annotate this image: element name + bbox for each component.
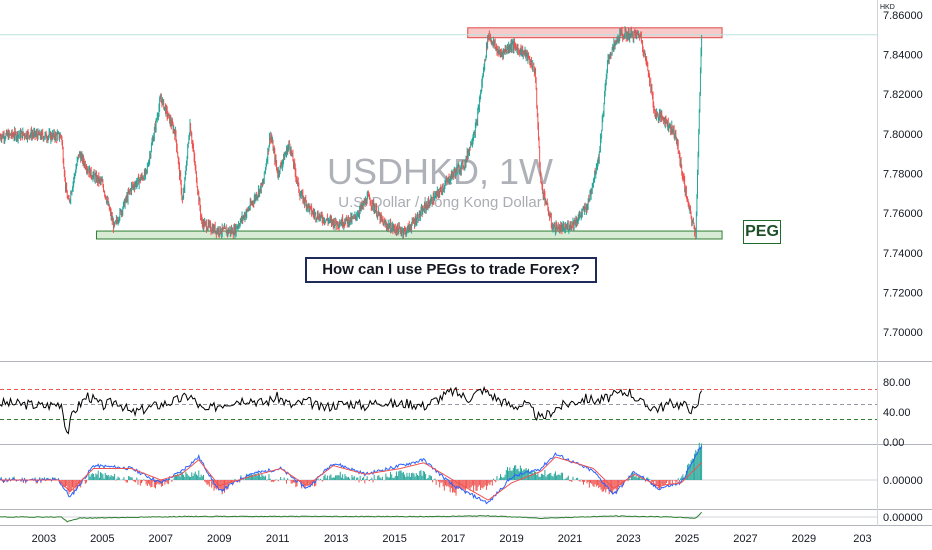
time-tick-label: 2021 [558,533,582,545]
time-tick-label: 2007 [149,533,173,545]
time-tick-label: 2023 [616,533,640,545]
currency-label: HKD [880,4,895,11]
time-tick-label: 2013 [324,533,348,545]
time-tick-label: 2011 [266,533,290,545]
price-tick-label: 7.72000 [883,288,923,300]
price-tick-label: 7.78000 [883,169,923,181]
macd-tick-label: 0.00000 [883,475,923,487]
price-tick-label: 7.74000 [883,248,923,260]
upper-zone-rect [467,27,723,39]
price-layer [0,26,703,240]
zones-layer [0,27,877,240]
rsi-tick-label: 80.00 [883,377,911,389]
price-tick-label: 7.86000 [883,10,923,22]
third-layer [0,511,877,523]
time-tick-label: 2005 [90,533,114,545]
time-tick-label: 2003 [32,533,56,545]
peg-label: PEG [743,220,781,244]
axes-layer: 7.86000 7.84000 7.82000 7.80000 7.78000 7.760… [32,10,923,545]
symbol-description: U.S. Dollar / Hong Kong Dollar [338,194,541,211]
time-tick-label: 2009 [207,533,231,545]
time-tick-label: 2015 [382,533,406,545]
time-tick-label: 2019 [499,533,523,545]
time-tick-label: 2029 [792,533,816,545]
price-tick-label: 7.82000 [883,89,923,101]
rsi-layer [0,385,877,435]
signal-line [0,456,702,501]
time-tick-label: 2017 [441,533,465,545]
price-tick-label: 7.76000 [883,208,923,220]
price-tick-label: 7.80000 [883,129,923,141]
question-callout: How can I use PEGs to trade Forex? [305,257,597,283]
rsi-tick-label: 0.00 [883,437,904,449]
rsi-tick-label: 40.00 [883,407,911,419]
rsi-line [0,385,703,435]
macd-layer [0,442,877,505]
time-tick-label: 203 [853,533,871,545]
price-tick-label: 7.84000 [883,50,923,62]
symbol-watermark: USDHKD, 1W [327,151,553,192]
lower-zone-rect [95,230,723,240]
third-line [0,511,702,523]
time-tick-label: 2025 [675,533,699,545]
price-tick-label: 7.70000 [883,327,923,339]
third-tick-label: 0.00000 [883,512,923,524]
time-tick-label: 2027 [733,533,757,545]
